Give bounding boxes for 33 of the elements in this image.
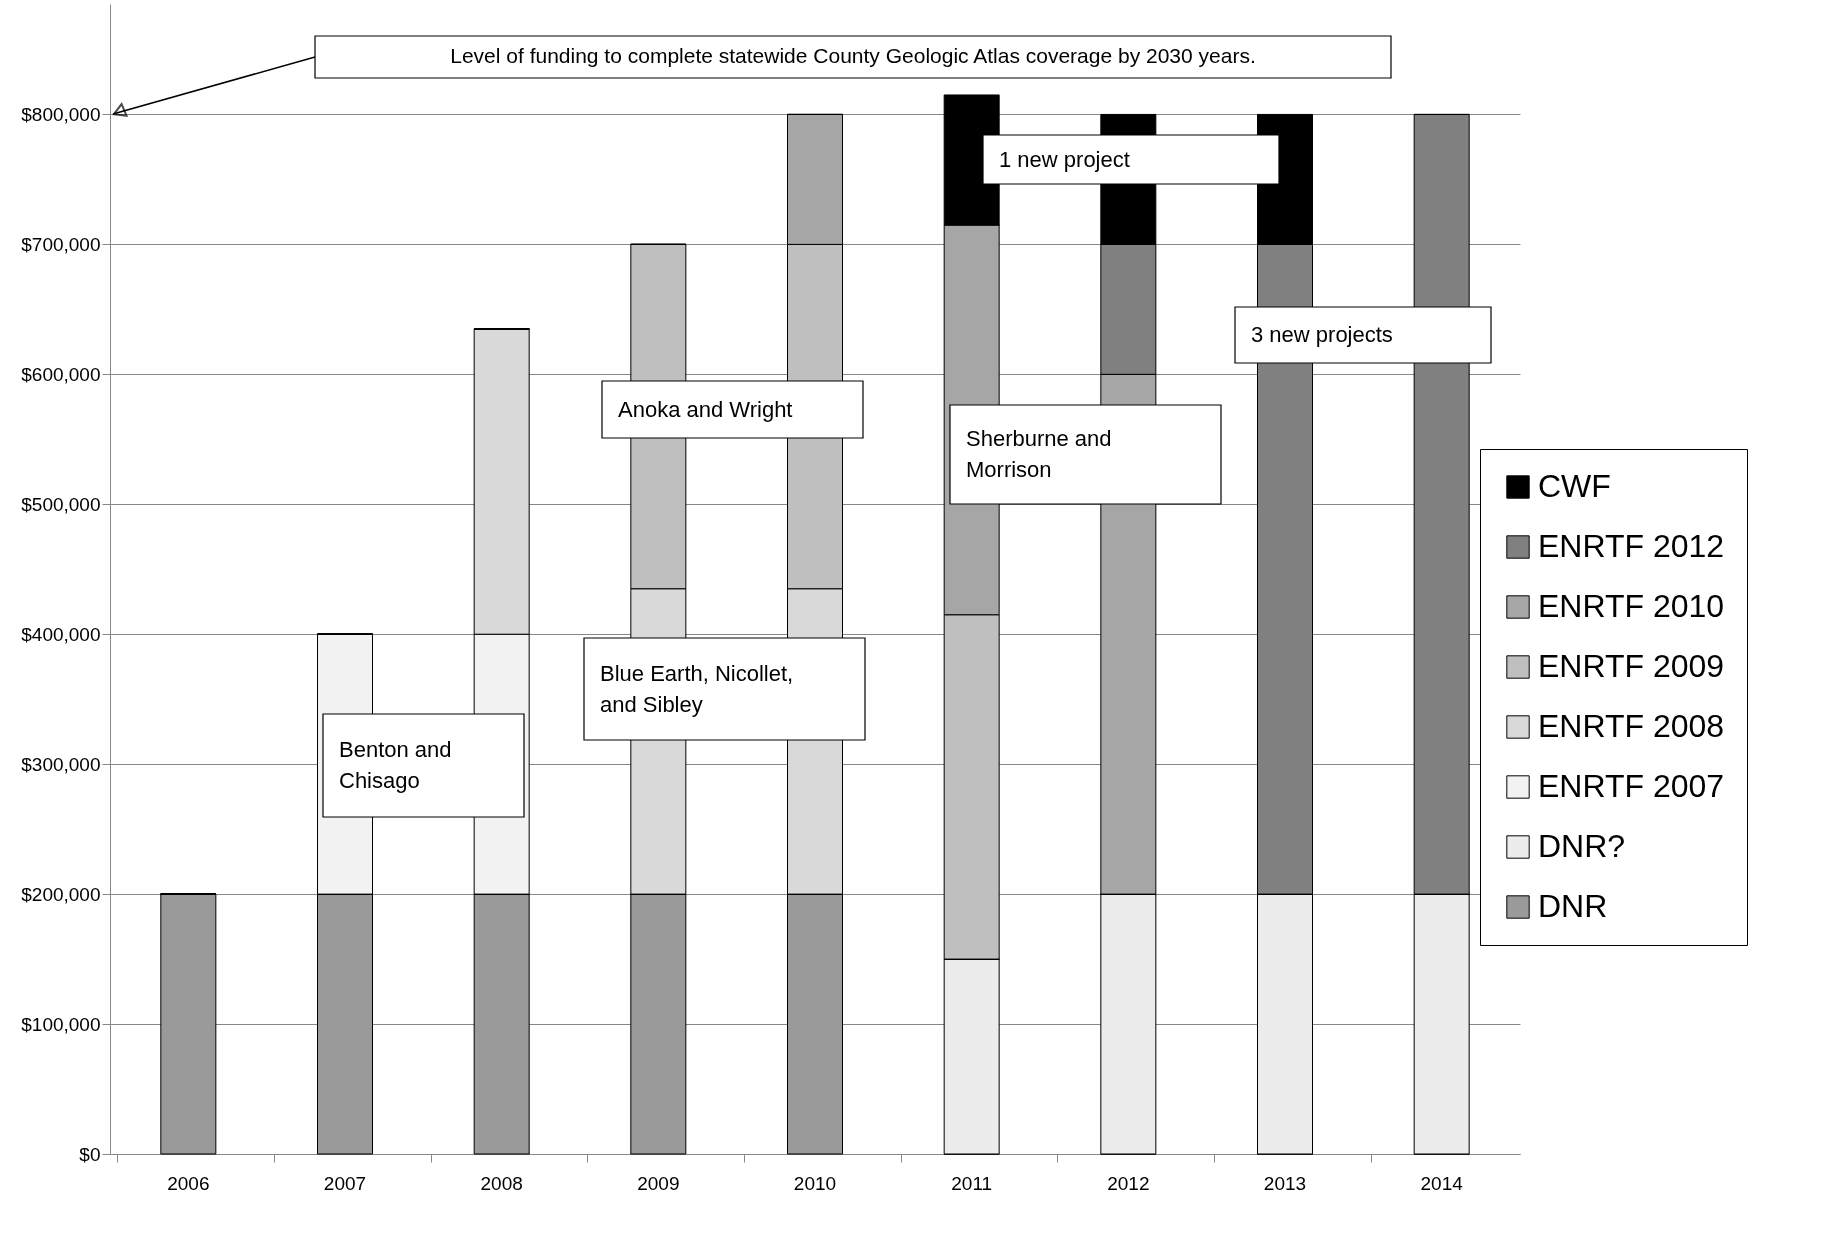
legend-label: ENRTF 2010: [1538, 588, 1725, 624]
x-tick-label: 2008: [480, 1172, 523, 1194]
legend-label: CWF: [1538, 468, 1611, 504]
legend-label: ENRTF 2008: [1538, 708, 1725, 744]
annotation: 1 new project: [999, 146, 1130, 172]
x-tick-label: 2009: [637, 1172, 680, 1194]
x-tick-label: 2007: [323, 1172, 367, 1194]
annotation: Benton and Chisago: [339, 737, 452, 793]
annotation: Anoka and Wright: [618, 396, 793, 422]
annotation: Sherburne and Morrison: [966, 426, 1112, 482]
y-tick-label: $0: [79, 1143, 101, 1165]
y-tick-label: $800,000: [21, 103, 101, 125]
x-tick-label: 2010: [793, 1172, 837, 1194]
legend-label: DNR?: [1538, 828, 1626, 864]
x-tick-label: 2013: [1263, 1172, 1307, 1194]
y-tick-label: $300,000: [21, 753, 101, 775]
y-tick-label: $200,000: [21, 883, 101, 905]
x-tick-label: 2006: [167, 1172, 210, 1194]
x-tick-label: 2011: [951, 1172, 993, 1194]
y-tick-label: $700,000: [21, 233, 101, 255]
y-tick-label: $500,000: [21, 493, 101, 515]
y-tick-label: $100,000: [21, 1013, 101, 1035]
annotation: 3 new projects: [1251, 322, 1393, 347]
annotation: Blue Earth, Nicollet, and Sibley: [600, 660, 794, 717]
legend-label: ENRTF 2009: [1538, 648, 1725, 684]
y-tick-label: $400,000: [21, 623, 101, 645]
x-tick-label: 2012: [1107, 1172, 1150, 1194]
x-tick-label: 2014: [1420, 1172, 1464, 1194]
legend-label: ENRTF 2007: [1538, 768, 1725, 804]
y-tick-label: $600,000: [21, 363, 101, 385]
legend-label: DNR: [1538, 888, 1608, 924]
annotation: Level of funding to complete statewide County Geologic Atlas coverage by 2030 years.: [450, 44, 1256, 67]
legend-label: ENRTF 2012: [1538, 528, 1725, 564]
